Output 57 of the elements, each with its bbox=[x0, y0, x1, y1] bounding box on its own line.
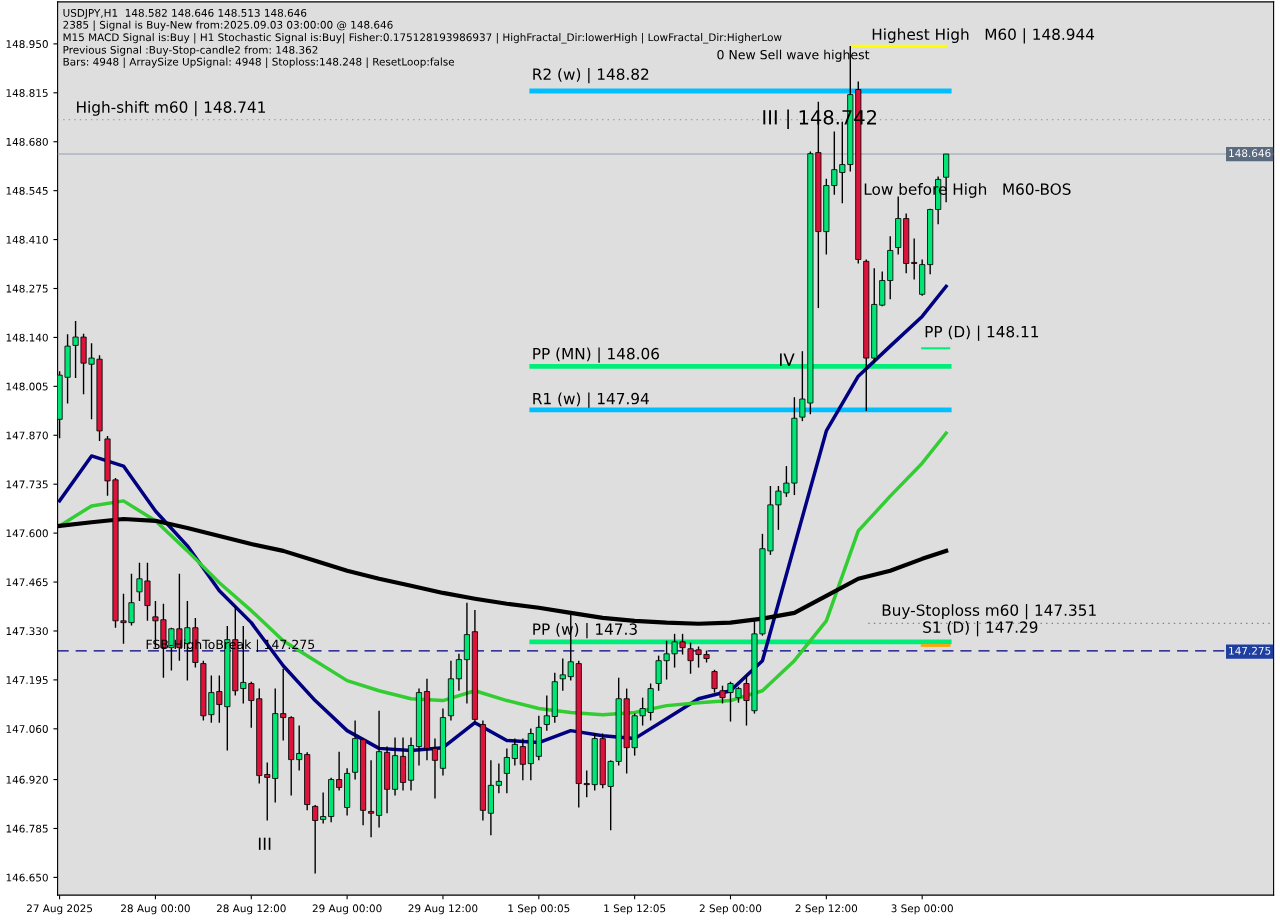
ref-line-label: PP (D) | 148.11 bbox=[925, 325, 1039, 341]
x-tick-label: 29 Aug 12:00 bbox=[408, 904, 478, 915]
annotation: 2385 | Signal is Buy-New from:2025.09.03 03:00:00 @ 148.646 bbox=[63, 20, 393, 31]
annotation: Bars: 4948 | ArraySize UpSignal: 4948 | Stoploss:148.248 | ResetLoop:false bbox=[63, 57, 455, 68]
x-tick-label: 29 Aug 00:00 bbox=[312, 904, 382, 915]
x-tick-label: 1 Sep 00:05 bbox=[508, 904, 570, 915]
y-tick-label: 147.195 bbox=[6, 676, 48, 684]
ref-line-label: PP (MN) | 148.06 bbox=[533, 347, 659, 363]
candlestick bbox=[368, 759, 375, 838]
ref-line-label: S1 (D) | 147.29 bbox=[923, 621, 1038, 637]
ref-line-label: R2 (w) | 148.82 bbox=[533, 68, 649, 84]
ref-line-label: 148.646 bbox=[1229, 149, 1271, 158]
annotation: III bbox=[258, 837, 271, 850]
ref-line-label: R1 (w) | 147.94 bbox=[533, 392, 649, 408]
candlestick bbox=[336, 750, 343, 792]
ref-line-label: Buy-Stoploss m60 | 147.351 bbox=[882, 604, 1096, 620]
candlestick bbox=[431, 737, 439, 800]
ref-line-label: Highest High M60 | 148.944 bbox=[872, 28, 1095, 44]
candlestick bbox=[455, 653, 462, 692]
y-tick-label: 148.005 bbox=[6, 382, 48, 391]
y-tick-label: 147.870 bbox=[6, 431, 48, 440]
y-tick-label: 147.735 bbox=[6, 480, 48, 489]
x-tick-label: 28 Aug 12:00 bbox=[216, 904, 286, 915]
candlestick bbox=[312, 804, 319, 875]
y-tick-label: 148.950 bbox=[6, 40, 48, 48]
x-tick-label: 2 Sep 00:00 bbox=[699, 904, 762, 915]
y-tick-label: 146.650 bbox=[6, 873, 48, 882]
candlestick bbox=[711, 669, 718, 694]
x-tick-label: 1 Sep 12:05 bbox=[604, 904, 666, 915]
ref-line-label: High-shift m60 | 148.741 bbox=[77, 101, 265, 117]
candlestick bbox=[911, 237, 918, 281]
y-tick-label: 147.330 bbox=[6, 627, 48, 636]
x-tick-label: 28 Aug 00:00 bbox=[121, 904, 190, 915]
y-tick-label: 148.140 bbox=[6, 333, 48, 342]
y-tick-label: 146.920 bbox=[6, 775, 48, 784]
y-tick-label: 147.600 bbox=[6, 529, 48, 538]
x-tick-label: 27 Aug 2025 bbox=[27, 904, 93, 915]
y-tick-label: 148.545 bbox=[6, 186, 48, 195]
candlestick bbox=[320, 791, 327, 825]
y-tick-label: 147.060 bbox=[6, 725, 48, 733]
candlestick bbox=[519, 737, 526, 781]
text: USDJPY,H1 148.582 148.646 148.513 148.646 bbox=[63, 8, 307, 19]
annotation: M15 MACD Signal is:Buy | H1 Stochastic Signal is:Buy| Fisher:0.175128193986937 | HighFractal_Dir:lowerHigh | LowFractal_Dir:HigherLow bbox=[63, 33, 782, 44]
y-tick-label: 148.275 bbox=[6, 284, 48, 293]
y-tick-label: 147.465 bbox=[6, 578, 48, 587]
candlestick bbox=[511, 737, 518, 767]
y-tick-label: 146.785 bbox=[6, 824, 48, 833]
annotation: IV bbox=[780, 353, 795, 366]
text: 147.275 bbox=[1229, 646, 1271, 655]
x-tick-label: 2 Sep 12:00 bbox=[795, 904, 858, 915]
annotation: Previous Signal :Buy-Stop-candle2 from: 148.362 bbox=[63, 45, 318, 56]
y-tick-label: 148.410 bbox=[6, 235, 48, 244]
y-tick-label: 148.815 bbox=[6, 89, 48, 97]
candlestick bbox=[495, 762, 502, 795]
candlestick bbox=[503, 747, 510, 795]
y-tick-label: 148.680 bbox=[6, 137, 48, 146]
x-tick-label: 3 Sep 00:00 bbox=[891, 904, 953, 915]
